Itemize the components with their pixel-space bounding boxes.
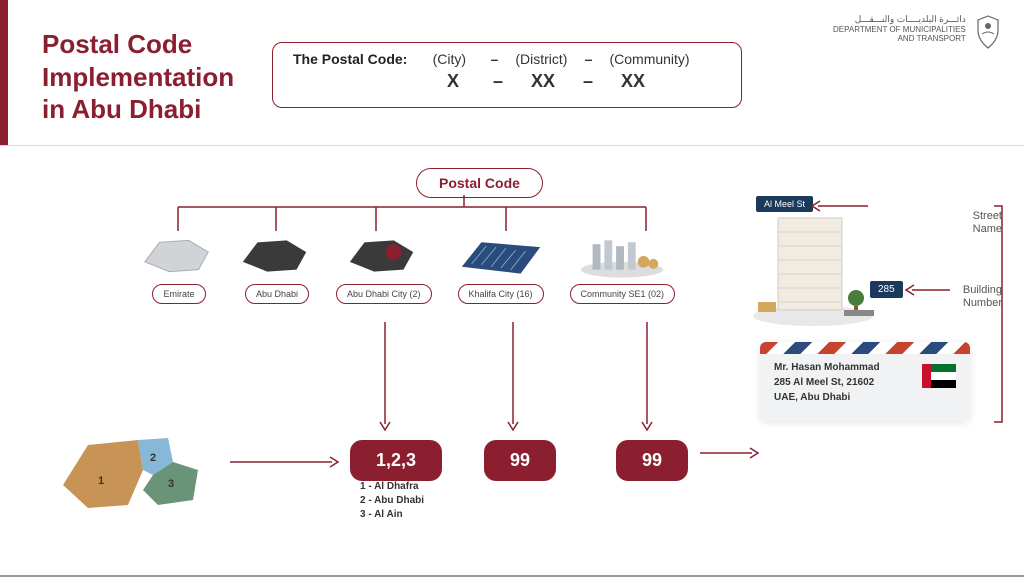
formula-labels: The Postal Code: (City) – (District) – (… [293, 51, 721, 67]
hierarchy-level-row: Emirate Abu Dhabi Abu Dhabi City (2) Kha… [140, 232, 675, 304]
title-line: Implementation [42, 61, 234, 94]
map-city-icon [345, 232, 423, 278]
title-line: in Abu Dhabi [42, 93, 234, 126]
region-key: 1 - Al Dhafra 2 - Abu Dhabi 3 - Al Ain [360, 480, 424, 522]
address-envelope: Mr. Hasan Mohammad 285 Al Meel St, 21602… [760, 342, 970, 421]
level-city: Abu Dhabi City (2) [336, 232, 432, 304]
formula-dash: – [491, 71, 505, 92]
formula-part: (District) [515, 51, 567, 67]
uae-flag-icon [922, 364, 956, 388]
formula-code: XX [609, 71, 657, 92]
region-item: 3 - Al Ain [360, 508, 424, 522]
level-community: Community SE1 (02) [570, 232, 676, 304]
page-title: Postal Code Implementation in Abu Dhabi [42, 28, 234, 126]
building-icon [748, 198, 878, 328]
postal-formula-box: The Postal Code: (City) – (District) – (… [272, 42, 742, 108]
map-region-number: 2 [150, 452, 156, 464]
arrow-down-icon [378, 322, 392, 432]
map-abudhabi-icon [238, 232, 316, 278]
postal-code-root: Postal Code [416, 168, 543, 198]
code-pill-city: 1,2,3 [350, 440, 442, 481]
level-abudhabi: Abu Dhabi [238, 232, 316, 304]
level-label: Abu Dhabi [245, 284, 309, 304]
formula-codes: X – XX – XX [293, 71, 721, 92]
arrow-down-icon [506, 322, 520, 432]
arrow-right-icon [700, 446, 760, 460]
formula-dash: – [581, 51, 595, 67]
accent-bar [0, 0, 8, 145]
section-divider [0, 145, 1024, 146]
map-district-icon [452, 232, 550, 278]
hierarchy-bracket-icon [146, 195, 676, 235]
map-region-number: 1 [98, 475, 104, 487]
dept-logo-area: دائـــرة البلديــــات والنـــقـــل DEPAR… [833, 14, 1002, 50]
map-region-number: 3 [168, 478, 174, 490]
arrow-right-icon [230, 455, 340, 474]
level-district: Khalifa City (16) [452, 232, 550, 304]
level-emirate: Emirate [140, 232, 218, 304]
formula-dash: – [581, 71, 595, 92]
formula-part: (Community) [609, 51, 689, 67]
uae-map-icon [58, 420, 218, 520]
formula-lead: The Postal Code: [293, 51, 407, 67]
emblem-icon [974, 14, 1002, 50]
arrow-left-icon [810, 200, 870, 212]
street-sign: Al Meel St [756, 196, 813, 212]
title-line: Postal Code [42, 28, 234, 61]
dept-name-arabic: دائـــرة البلديــــات والنـــقـــل [833, 14, 966, 25]
level-label: Community SE1 (02) [570, 284, 676, 304]
formula-dash: – [487, 51, 501, 67]
arrow-down-icon [640, 322, 654, 432]
code-pill-district: 99 [484, 440, 556, 481]
map-emirate-icon [140, 232, 218, 278]
level-label: Khalifa City (16) [458, 284, 544, 304]
formula-code: X [429, 71, 477, 92]
region-item: 2 - Abu Dhabi [360, 494, 424, 508]
building-number-sign: 285 [870, 281, 903, 298]
addr-line: UAE, Abu Dhabi [774, 390, 956, 405]
building-illustration [748, 198, 878, 328]
right-bracket-icon [994, 200, 1006, 430]
dept-name-en: DEPARTMENT OF MUNICIPALITIES [833, 25, 966, 35]
code-pill-community: 99 [616, 440, 688, 481]
map-community-icon [573, 232, 671, 278]
formula-part: (City) [425, 51, 473, 67]
region-item: 1 - Al Dhafra [360, 480, 424, 494]
airmail-stripes-icon [760, 342, 970, 354]
formula-code: XX [519, 71, 567, 92]
level-label: Abu Dhabi City (2) [336, 284, 432, 304]
dept-name-en: AND TRANSPORT [833, 34, 966, 44]
level-label: Emirate [152, 284, 205, 304]
uae-regions-map: 1 2 3 [58, 420, 218, 520]
arrow-left-icon [904, 284, 952, 296]
